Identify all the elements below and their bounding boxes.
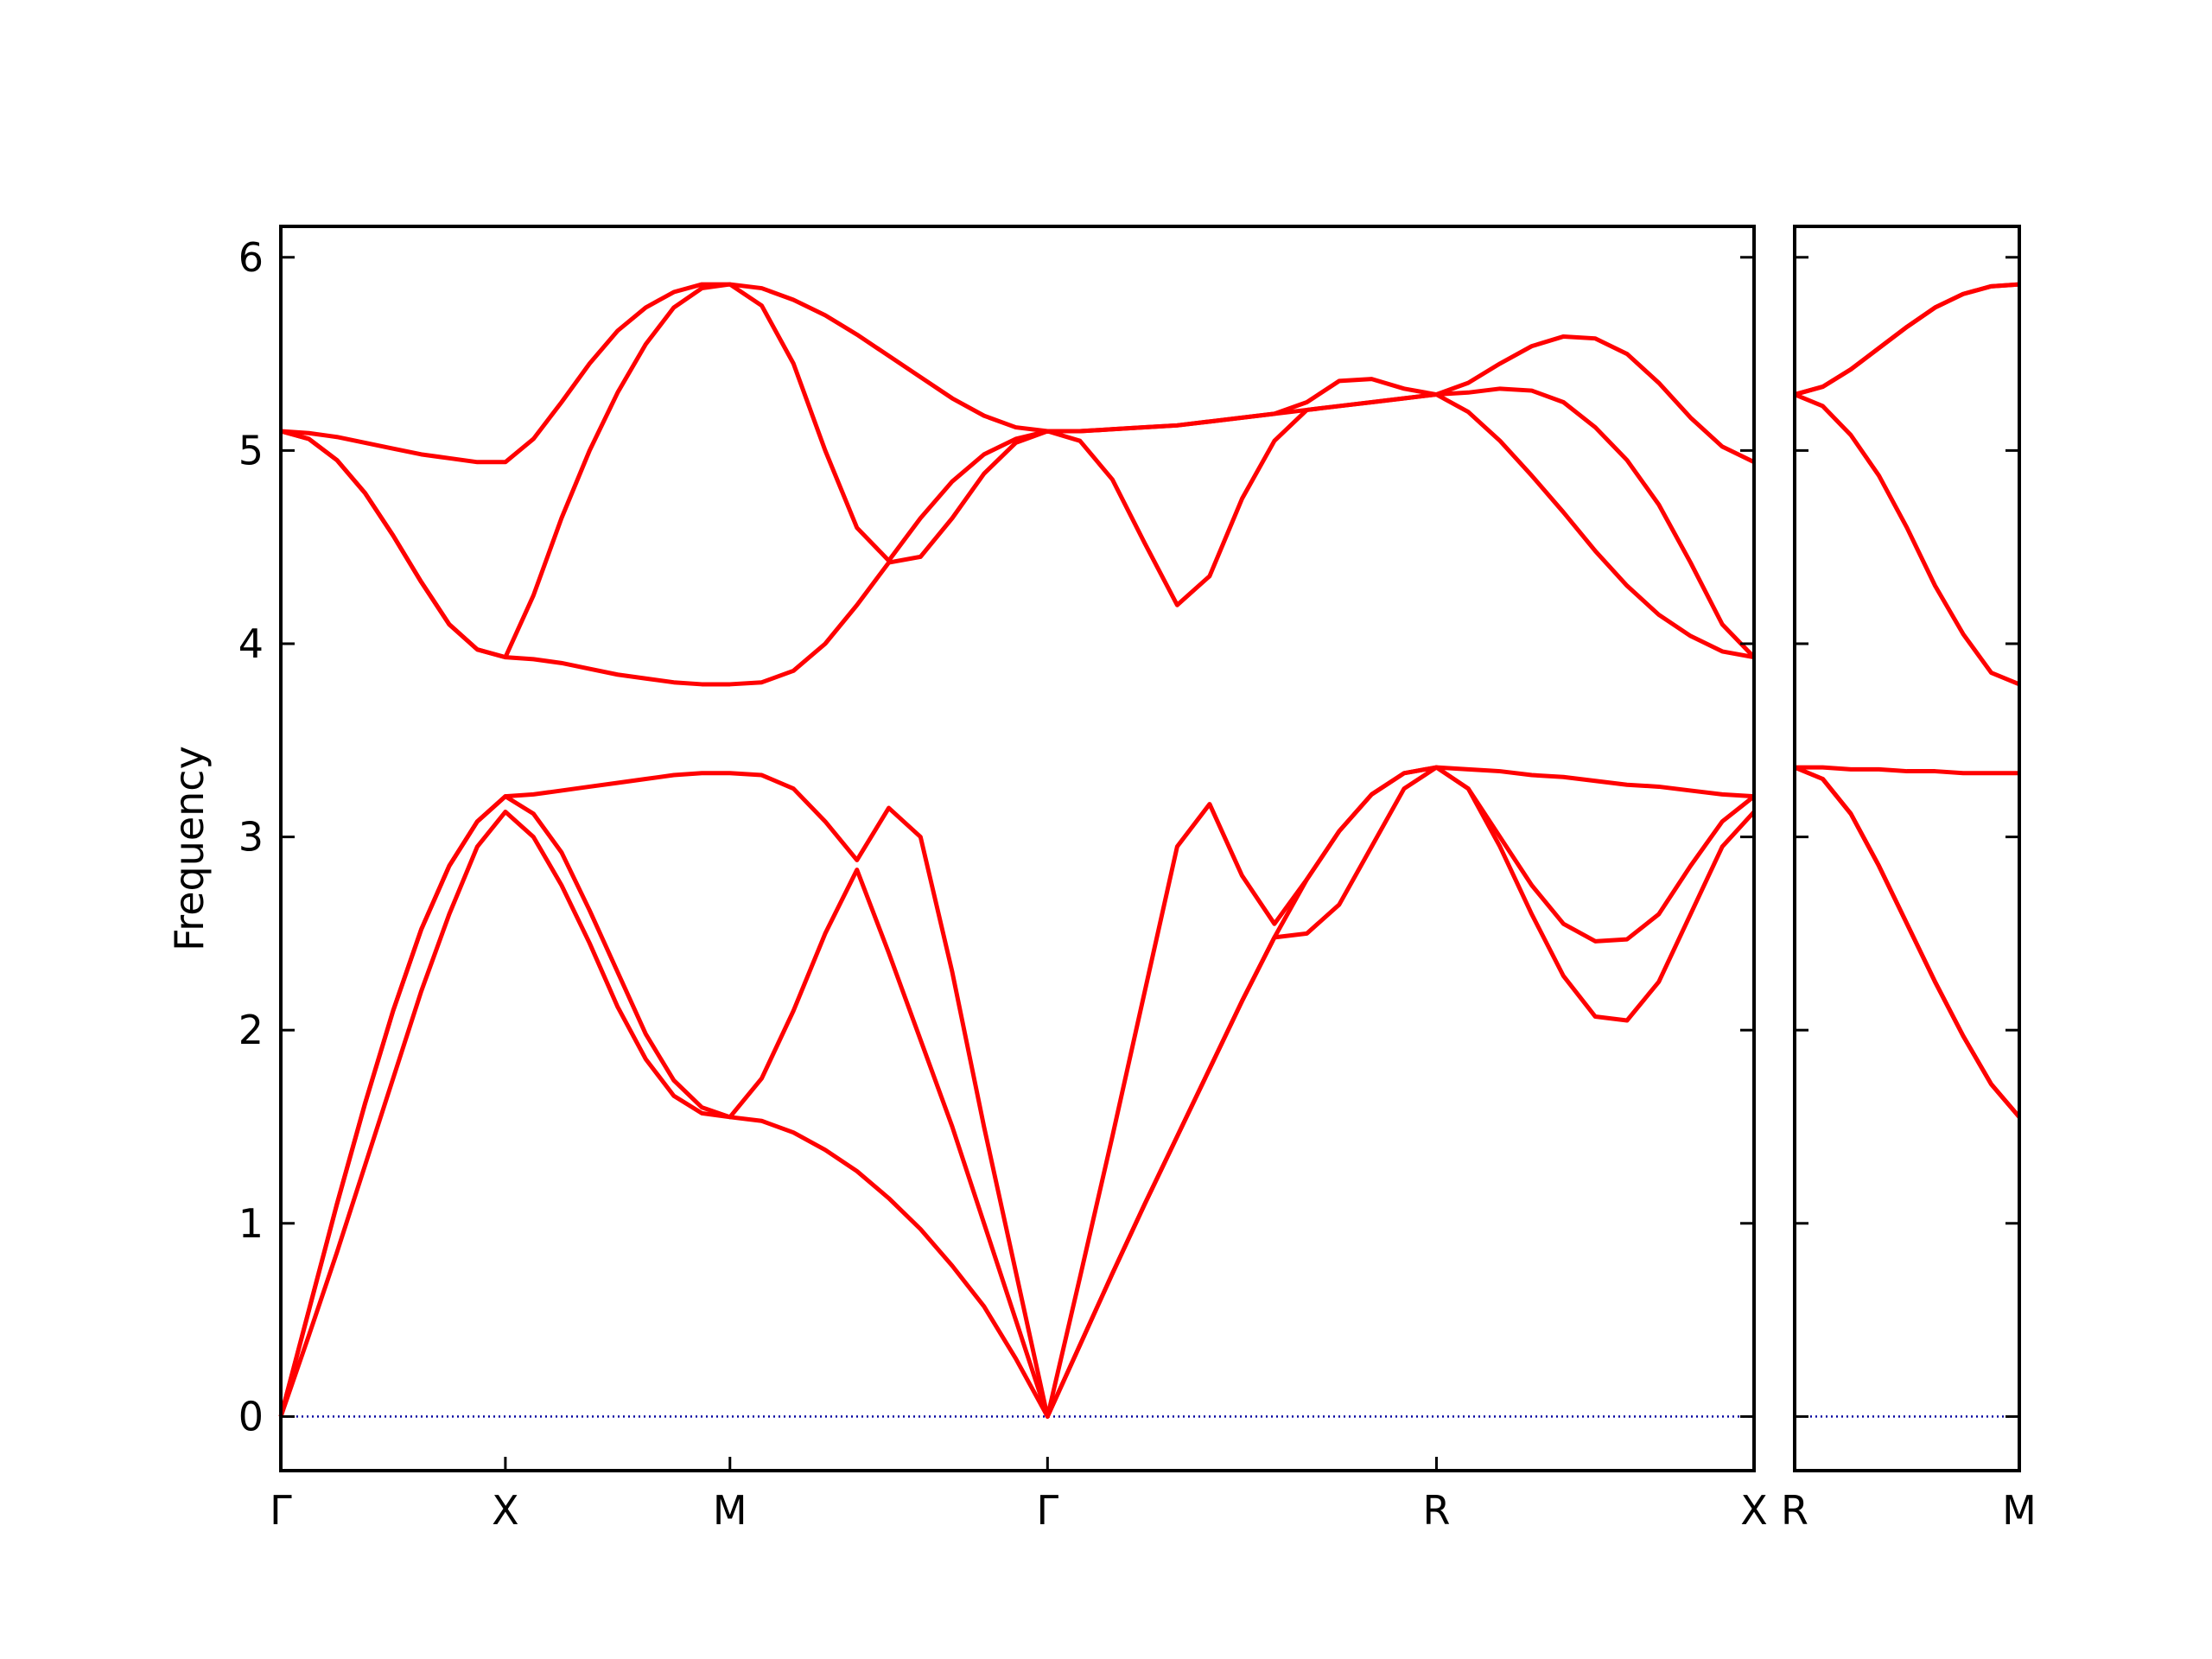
x-tick-label: X: [1740, 1487, 1768, 1534]
y-tick-label: 3: [238, 814, 264, 861]
plot-frame: [1793, 225, 2021, 1472]
y-tick-label: 5: [238, 427, 264, 474]
x-tick-label: M: [713, 1487, 747, 1534]
y-axis-label: Frequency: [166, 746, 213, 951]
band-line: [1794, 765, 2021, 1119]
y-tick-label: 6: [238, 234, 264, 281]
x-tick-label: Γ: [270, 1487, 292, 1534]
band-line: [278, 765, 1755, 1419]
band-line: [1794, 282, 2020, 397]
y-tick-label: 2: [238, 1007, 264, 1053]
y-tick-label: 0: [238, 1393, 264, 1440]
band-line: [280, 282, 1756, 660]
band-line: [1794, 765, 2021, 1119]
x-tick-label: X: [492, 1487, 519, 1534]
band-line: [280, 282, 1756, 465]
x-tick-label: Γ: [1037, 1487, 1059, 1534]
band-line: [1795, 765, 2019, 776]
y-tick-label: 1: [238, 1200, 264, 1247]
band-line: [1794, 282, 2020, 397]
plot-frame: [279, 225, 1756, 1472]
band-line: [1794, 392, 2020, 687]
x-tick-label: M: [2002, 1487, 2037, 1534]
band-line: [278, 765, 1756, 1419]
band-line: [278, 765, 1756, 1419]
x-tick-label: R: [1422, 1487, 1450, 1534]
x-tick-label: R: [1781, 1487, 1808, 1534]
y-tick-label: 4: [238, 620, 264, 667]
